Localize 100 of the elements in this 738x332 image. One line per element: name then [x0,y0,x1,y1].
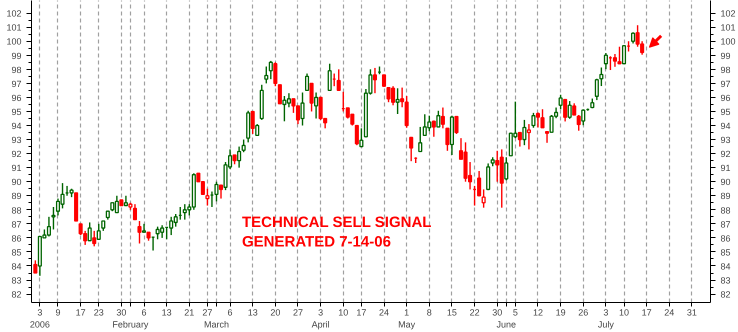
x-tick-label: 6 [228,308,233,318]
candlestick [382,74,386,88]
y2-tick-label: 85 [720,247,731,258]
x-tick-label: 27 [202,308,212,318]
candlestick [526,123,531,150]
y-tick-label: 91 [11,163,22,174]
candlestick [278,84,282,104]
candlestick [372,67,378,94]
candlestick [56,198,60,216]
x-tick-label: 10 [338,308,348,318]
candlestick [436,110,440,128]
y2-tick-label: 88 [720,205,731,216]
y-tick-label: 89 [11,191,22,202]
x-tick-label: 24 [379,308,390,318]
candlestick [409,136,414,162]
x-tick-label: 17 [76,308,86,318]
x-tick-label: 9 [55,308,61,318]
y-tick-label: 86 [11,233,22,244]
candlestick [568,100,572,120]
candlestick [137,220,142,244]
candlestick [101,220,106,232]
candlestick [218,184,224,200]
x-tick-label: 6 [142,308,147,318]
y2-tick-label: 86 [720,233,731,244]
candlestick [237,146,242,168]
y2-tick-label: 90 [720,177,731,188]
y2-tick-label: 91 [720,163,731,174]
candlestick [255,123,260,136]
y-tick-label: 92 [11,149,22,160]
candlestick [631,32,636,44]
x-tick-label: 20 [270,308,280,318]
x-tick-label: 22 [470,308,480,318]
candlestick [359,128,364,148]
candlestick [88,222,92,242]
y-tick-label: 85 [11,247,22,258]
y-tick-label: 82 [11,290,22,300]
candlestick [558,94,563,110]
candlestick [550,114,554,133]
candlestick [604,52,608,70]
candlestick [300,92,305,126]
candlestick [518,132,522,148]
y2-tick-label: 87 [720,219,731,230]
y2-tick-label: 97 [720,78,731,89]
x-tick-label: 1 May [398,308,416,330]
candlestick [482,188,486,208]
x-tick-label: 21 [184,308,194,318]
x-tick-label: February [112,320,149,330]
annotation: TECHNICAL SELL SIGNAL [242,214,432,231]
y-tick-label: 99 [11,50,22,61]
candlestick [531,112,536,128]
x-tick-label: June [496,320,516,330]
candlestick [622,44,626,64]
candlestick [336,68,341,92]
annotation: GENERATED 7-14-06 [242,233,391,250]
y2-tick-label: 101 [720,22,736,33]
candlestick [504,156,508,181]
candlestick [92,230,96,248]
candlestick [114,195,119,214]
y2-tick-label: 99 [720,50,731,61]
y-tick-label: 101 [6,22,22,33]
y-tick-label: 90 [11,177,22,188]
candlestick [536,112,540,128]
candlestick [396,88,400,115]
candlestick [328,63,332,92]
x-tick-label: 30 [116,308,126,318]
candlestick [250,110,255,135]
x-tick-label: 26 [578,308,588,318]
candlestick [286,92,291,108]
y2-tick-label: 84 [720,261,731,272]
x-tick-label: 12 [532,308,543,318]
candlestick [486,162,490,191]
x-tick-label: 27 [292,308,303,318]
y2-tick-label: 95 [720,106,731,117]
candlestick [445,128,450,152]
y-tick-label: 98 [11,64,22,75]
candlestick [214,181,219,202]
candlestick [576,114,581,132]
y-tick-label: 96 [11,92,22,103]
candlestick [454,116,459,135]
candlestick [273,62,278,87]
y2-tick-label: 98 [720,64,731,75]
candlestick [304,72,310,92]
candlestick [51,206,56,230]
y-tick-label: 93 [11,135,22,146]
candlestick [232,154,237,165]
y2-tick-label: 100 [720,36,736,47]
x-tick-label: 17 [642,308,652,318]
candlestick [132,203,138,220]
x-tick-label: 19 [556,308,566,318]
candlestick [563,98,568,122]
x-tick-label: 17 [356,308,366,318]
candlestick [386,86,391,103]
candlestick [612,53,618,68]
y-tick-label: 87 [11,219,22,230]
candlestick [440,106,445,130]
y-tick-label: 100 [6,36,22,47]
x-tick-label: 3 2006 [30,308,50,330]
candlestick [156,226,160,240]
x-tick-label: 10 [619,308,630,318]
candlestick [617,46,622,65]
